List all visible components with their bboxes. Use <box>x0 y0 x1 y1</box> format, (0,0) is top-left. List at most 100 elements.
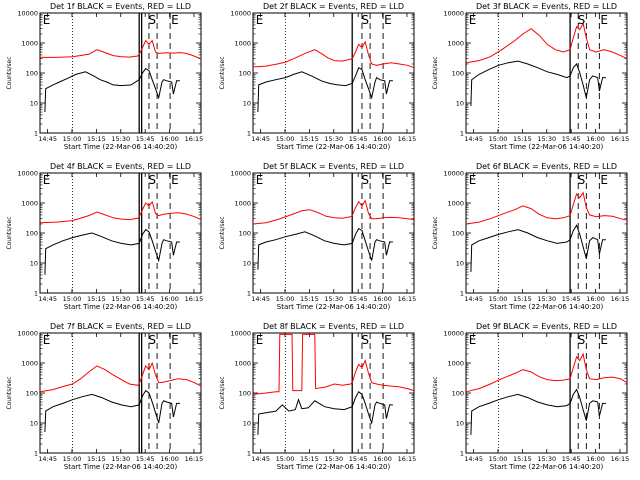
y-tick-label: 10000 <box>230 170 251 178</box>
x-tick-label: 15:00 <box>63 455 82 463</box>
y-tick-label: 1 <box>34 130 38 138</box>
lld-series-line <box>39 361 202 393</box>
y-tick-label: 100 <box>26 70 38 78</box>
y-tick-label: 10 <box>30 100 38 108</box>
x-tick-label: 16:15 <box>185 295 204 303</box>
chart-panel-1: Det 1f BLACK = Events, RED = LLD 1 10 100 10… <box>6 2 204 151</box>
plot-frame <box>252 172 415 294</box>
lld-series-line <box>39 200 202 224</box>
x-tick-label: 15:30 <box>324 455 343 463</box>
x-tick-label: 15:00 <box>276 295 295 303</box>
x-tick-label: 15:45 <box>562 455 581 463</box>
lld-series-line <box>465 191 628 225</box>
x-tick-label: 16:15 <box>398 135 417 143</box>
y-tick-label: 1000 <box>21 200 38 208</box>
x-tick-label: 15:00 <box>489 135 508 143</box>
x-tick-label: 15:30 <box>111 455 130 463</box>
x-axis-label: Start Time (22-Mar-06 14:40:20) <box>64 303 178 311</box>
chart-panel-3: Det 3f BLACK = Events, RED = LLD 1 10 100 10… <box>432 2 629 151</box>
y-tick-label: 1 <box>460 450 464 458</box>
interval-marker: E <box>600 333 608 347</box>
x-axis-label: Start Time (22-Mar-06 14:40:20) <box>490 303 604 311</box>
x-tick-label: 15:45 <box>136 135 155 143</box>
x-tick-label: 16:00 <box>373 455 392 463</box>
y-tick-label: 1 <box>247 450 251 458</box>
chart-panel-6: Det 6f BLACK = Events, RED = LLD 1 10 100 10… <box>432 162 629 311</box>
x-tick-label: 15:30 <box>324 135 343 143</box>
interval-marker: E <box>171 13 179 27</box>
y-tick-label: 10 <box>243 420 251 428</box>
y-tick-label: 10000 <box>230 330 251 338</box>
lld-series-line <box>465 21 628 64</box>
x-tick-label: 16:00 <box>373 295 392 303</box>
interval-marker: E <box>171 333 179 347</box>
x-axis-label: Start Time (22-Mar-06 14:40:20) <box>64 463 178 471</box>
y-axis-label: Counts/sec <box>432 376 439 409</box>
y-tick-label: 1 <box>34 450 38 458</box>
x-tick-label: 16:00 <box>586 135 605 143</box>
chart-panel-7: Det 7f BLACK = Events, RED = LLD 1 10 100 10… <box>6 322 204 471</box>
plot-frame <box>39 12 202 134</box>
lld-series-line <box>252 333 415 395</box>
interval-marker: S <box>148 13 156 27</box>
y-tick-label: 1000 <box>447 200 464 208</box>
y-tick-label: 10 <box>30 260 38 268</box>
lld-series-line <box>252 199 415 225</box>
events-series-line <box>470 224 606 273</box>
interval-marker: S <box>361 333 369 347</box>
x-tick-label: 16:15 <box>185 135 204 143</box>
y-tick-label: 1 <box>247 130 251 138</box>
interval-marker: E <box>256 333 264 347</box>
x-tick-label: 15:00 <box>276 135 295 143</box>
plot-frame <box>252 332 415 454</box>
interval-marker: E <box>43 333 51 347</box>
interval-marker: E <box>256 13 264 27</box>
chart-title: Det 9f BLACK = Events, RED = LLD <box>476 322 617 331</box>
x-tick-label: 15:15 <box>300 455 319 463</box>
y-tick-label: 100 <box>239 230 251 238</box>
chart-title: Det 6f BLACK = Events, RED = LLD <box>476 162 617 171</box>
x-tick-label: 15:15 <box>513 295 532 303</box>
interval-marker: E <box>43 13 51 27</box>
chart-panel-2: Det 2f BLACK = Events, RED = LLD 1 10 100 10… <box>219 2 417 151</box>
y-tick-label: 1000 <box>447 40 464 48</box>
chart-title: Det 2f BLACK = Events, RED = LLD <box>263 2 404 11</box>
events-series-line <box>44 228 180 275</box>
lld-series-line <box>40 39 202 60</box>
x-tick-label: 15:15 <box>87 455 106 463</box>
x-tick-label: 16:15 <box>398 455 417 463</box>
chart-title: Det 3f BLACK = Events, RED = LLD <box>476 2 617 11</box>
events-series-line <box>44 389 180 433</box>
y-tick-label: 1 <box>34 290 38 298</box>
interval-marker: E <box>171 173 179 187</box>
interval-marker: E <box>469 13 477 27</box>
y-tick-label: 10 <box>456 420 464 428</box>
x-tick-label: 15:45 <box>349 135 368 143</box>
chart-title: Det 7f BLACK = Events, RED = LLD <box>50 322 191 331</box>
y-tick-label: 100 <box>26 390 38 398</box>
y-tick-label: 10000 <box>443 330 464 338</box>
interval-marker: S <box>361 173 369 187</box>
x-tick-label: 16:15 <box>611 455 630 463</box>
lld-series-line <box>465 352 628 393</box>
x-tick-label: 16:15 <box>185 455 204 463</box>
interval-marker: S <box>361 13 369 27</box>
y-tick-label: 1000 <box>234 360 251 368</box>
x-tick-label: 15:15 <box>513 455 532 463</box>
y-tick-label: 100 <box>452 70 464 78</box>
x-tick-label: 15:00 <box>276 455 295 463</box>
x-tick-label: 15:00 <box>489 295 508 303</box>
events-series-line <box>257 227 393 270</box>
y-axis-label: Counts/sec <box>219 376 226 409</box>
x-tick-label: 15:15 <box>300 295 319 303</box>
x-tick-label: 16:00 <box>586 455 605 463</box>
y-tick-label: 1000 <box>21 40 38 48</box>
y-tick-label: 1 <box>247 290 251 298</box>
plot-frame <box>465 172 628 294</box>
x-tick-label: 15:15 <box>300 135 319 143</box>
y-axis-label: Counts/sec <box>6 376 13 409</box>
x-tick-label: 15:45 <box>562 135 581 143</box>
x-axis-label: Start Time (22-Mar-06 14:40:20) <box>277 463 391 471</box>
x-axis-label: Start Time (22-Mar-06 14:40:20) <box>490 463 604 471</box>
